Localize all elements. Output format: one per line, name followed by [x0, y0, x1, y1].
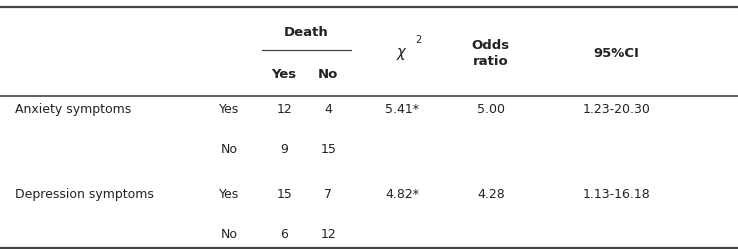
- Text: Death: Death: [284, 26, 328, 39]
- Text: 7: 7: [325, 188, 332, 201]
- Text: 4.82*: 4.82*: [385, 188, 419, 201]
- Text: Yes: Yes: [272, 68, 297, 81]
- Text: 2: 2: [415, 35, 421, 45]
- Text: 15: 15: [276, 188, 292, 201]
- Text: 12: 12: [276, 103, 292, 116]
- Text: Odds
ratio: Odds ratio: [472, 39, 510, 68]
- Text: No: No: [318, 68, 339, 81]
- Text: No: No: [220, 228, 238, 241]
- Text: 6: 6: [280, 228, 288, 241]
- Text: 15: 15: [320, 143, 337, 156]
- Text: 4.28: 4.28: [477, 188, 505, 201]
- Text: 4: 4: [325, 103, 332, 116]
- Text: 95%CI: 95%CI: [593, 47, 639, 60]
- Text: 1.23-20.30: 1.23-20.30: [582, 103, 650, 116]
- Text: Depression symptoms: Depression symptoms: [15, 188, 154, 201]
- Text: No: No: [220, 143, 238, 156]
- Text: 1.13-16.18: 1.13-16.18: [582, 188, 650, 201]
- Text: Yes: Yes: [218, 188, 239, 201]
- Text: 5.41*: 5.41*: [385, 103, 419, 116]
- Text: 12: 12: [320, 228, 337, 241]
- Text: 9: 9: [280, 143, 288, 156]
- Text: 5.00: 5.00: [477, 103, 505, 116]
- Text: Yes: Yes: [218, 103, 239, 116]
- Text: $\chi$: $\chi$: [396, 46, 408, 62]
- Text: Anxiety symptoms: Anxiety symptoms: [15, 103, 131, 116]
